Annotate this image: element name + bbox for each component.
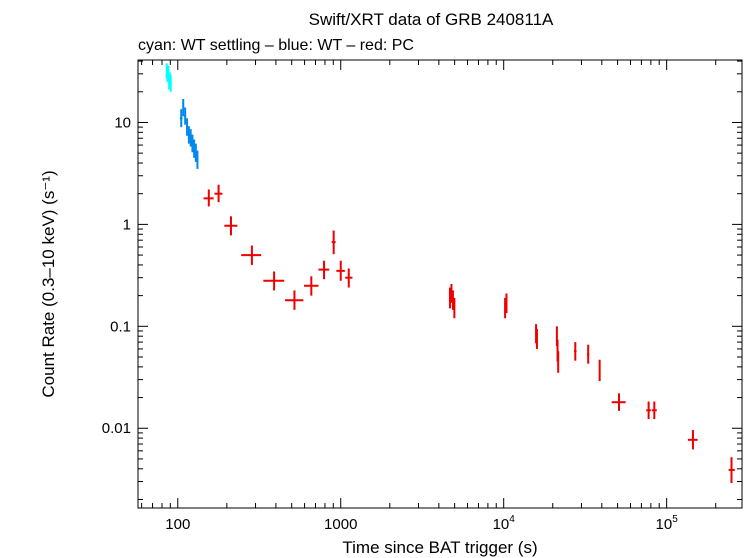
data-point <box>453 297 456 319</box>
data-point <box>203 189 214 207</box>
y-tick-label: 10 <box>114 114 131 131</box>
plot-frame <box>137 59 743 509</box>
data-series-layer <box>165 63 735 484</box>
chart-subtitle: cyan: WT settling – blue: WT – red: PC <box>138 37 414 54</box>
data-point <box>189 129 192 147</box>
data-point <box>535 329 538 349</box>
data-point <box>187 126 190 144</box>
data-point <box>182 98 185 117</box>
x-axis-label: Time since BAT trigger (s) <box>342 538 537 557</box>
y-tick-label: 0.01 <box>102 420 131 437</box>
data-point <box>285 290 304 310</box>
data-point <box>651 401 657 420</box>
y-axis-label: Count Rate (0.3–10 keV) (s⁻¹) <box>39 170 58 397</box>
axis-ticks-layer: 100 1000 104 105 10 1 0.1 0.01 <box>102 60 742 533</box>
data-point <box>336 260 345 281</box>
data-point <box>557 351 560 373</box>
data-point <box>687 430 698 450</box>
data-point <box>196 150 199 169</box>
x-tick-label: 105 <box>656 514 679 533</box>
data-point <box>263 271 285 291</box>
data-series <box>165 63 172 92</box>
data-point <box>587 344 590 364</box>
data-point <box>224 216 238 236</box>
data-point <box>450 284 453 303</box>
x-tick-label: 100 <box>165 516 190 533</box>
data-point <box>611 393 626 411</box>
data-point <box>191 134 194 153</box>
data-point <box>186 118 189 136</box>
data-point <box>193 139 196 158</box>
data-point <box>345 268 353 288</box>
data-series <box>203 184 735 484</box>
data-point <box>169 75 172 92</box>
data-point <box>241 245 262 265</box>
data-point <box>573 342 577 361</box>
data-point <box>505 293 508 314</box>
data-point <box>331 230 336 255</box>
data-point <box>598 359 601 382</box>
y-tick-label: 0.1 <box>110 318 131 335</box>
data-point <box>214 184 223 203</box>
data-point <box>184 107 187 125</box>
x-tick-label: 1000 <box>324 516 357 533</box>
x-tick-label: 104 <box>493 514 516 533</box>
chart-title: Swift/XRT data of GRB 240811A <box>309 10 554 29</box>
y-tick-label: 1 <box>123 216 131 233</box>
data-point <box>179 109 183 128</box>
data-point <box>318 260 330 280</box>
data-point <box>646 401 651 420</box>
data-point <box>728 457 735 484</box>
data-series <box>179 98 199 169</box>
data-point <box>194 143 197 162</box>
data-point <box>303 276 319 296</box>
